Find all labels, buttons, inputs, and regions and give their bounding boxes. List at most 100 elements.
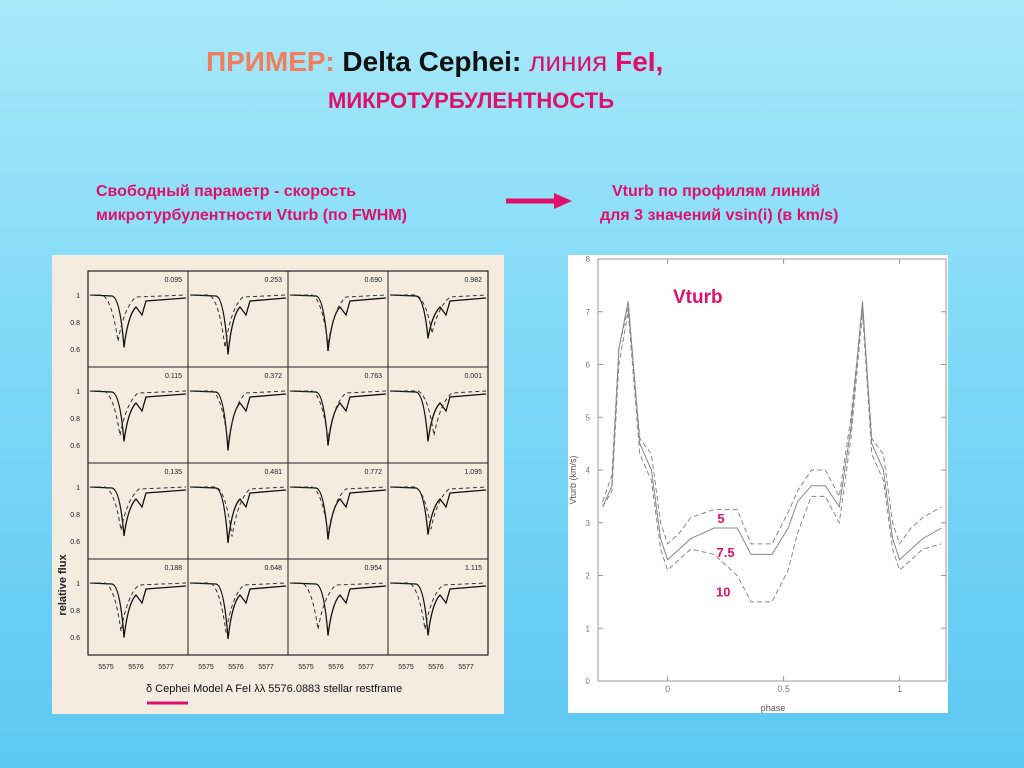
- profile-xtick-label: 5577: [158, 664, 174, 671]
- profile-phase-label: 1.115: [465, 565, 482, 572]
- profile-dashed-line: [90, 390, 187, 436]
- profile-phase-label: 0.001: [464, 373, 482, 380]
- profile-xtick-label: 5576: [128, 664, 144, 671]
- chart-ytick-label: 0: [586, 677, 591, 686]
- chart-ytick-label: 7: [586, 308, 591, 317]
- profiles-caption: δ Cephei Model A FeI λλ 5576.0883 stella…: [146, 683, 402, 695]
- profile-solid-line: [389, 390, 487, 442]
- profile-solid-line: [289, 390, 387, 446]
- profile-xtick-label: 5577: [358, 664, 374, 671]
- profile-phase-label: 0.690: [364, 277, 382, 284]
- profile-ytick-label: 1: [76, 581, 80, 588]
- profile-ytick-label: 0.8: [70, 416, 80, 423]
- profile-dashed-line: [390, 294, 487, 334]
- chart-ytick-label: 1: [586, 624, 591, 633]
- profile-phase-label: 1.095: [464, 469, 482, 476]
- arrow-right-icon: [506, 193, 572, 209]
- profile-ytick-label: 0.6: [70, 347, 80, 354]
- right-description-line2: для 3 значений vsin(i) (в km/s): [600, 207, 839, 224]
- chart-ytick-label: 4: [586, 466, 591, 475]
- chart-title: Vturb: [673, 287, 723, 308]
- profile-dashed-line: [390, 486, 487, 530]
- profile-solid-line: [389, 582, 487, 636]
- profile-xtick-label: 5575: [98, 664, 114, 671]
- profile-ytick-label: 1: [76, 485, 80, 492]
- profile-ytick-label: 0.8: [70, 512, 80, 519]
- series-label: 7.5: [717, 545, 735, 560]
- profile-solid-line: [289, 486, 387, 540]
- series-label: 10: [716, 585, 730, 600]
- profile-solid-line: [389, 486, 487, 535]
- profile-ytick-label: 0.6: [70, 539, 80, 546]
- series-line-7.5: [602, 301, 942, 561]
- profile-dashed-line: [290, 486, 387, 534]
- profile-phase-label: 0.763: [364, 373, 382, 380]
- left-description-line1: Свободный параметр - скорость: [96, 183, 357, 200]
- profile-xtick-label: 5576: [228, 664, 244, 671]
- profile-solid-line: [189, 294, 287, 355]
- chart-xtick-label: 1: [897, 684, 902, 694]
- profile-phase-label: 0.648: [264, 565, 282, 572]
- profile-dashed-line: [390, 582, 487, 630]
- profile-xtick-label: 5576: [428, 664, 444, 671]
- profile-phase-label: 0.954: [364, 565, 382, 572]
- vturb-chart-svg: Vturb phase Vturb (km/s) 0 1 2 3 4 5 6 7 8 0 0.5 1 5…: [568, 255, 947, 713]
- chart-xlabel: phase: [761, 703, 786, 713]
- profile-xtick-label: 5575: [398, 664, 414, 671]
- profile-phase-label: 0.135: [164, 469, 182, 476]
- profile-ytick-label: 0.6: [70, 443, 80, 450]
- title-star: Delta Cephei:: [342, 46, 522, 77]
- left-description: Свободный параметр - скорость микротурбу…: [96, 180, 407, 228]
- profile-solid-line: [389, 294, 487, 339]
- line-profiles-figure: relative flux δ Cephei Model A FeI λλ 55…: [52, 255, 504, 714]
- profile-phase-label: 0.253: [264, 277, 282, 284]
- chart-xtick-label: 0.5: [777, 684, 790, 694]
- chart-xtick-label: 0: [665, 684, 670, 694]
- profile-phase-label: 0.982: [464, 277, 482, 284]
- profile-solid-line: [89, 390, 187, 442]
- title-fei: FeI,: [615, 46, 664, 77]
- profile-ytick-label: 0.6: [70, 635, 80, 642]
- profile-phase-label: 0.095: [164, 277, 182, 284]
- profile-ytick-label: 0.8: [70, 320, 80, 327]
- profile-dashed-line: [90, 582, 187, 632]
- profile-ytick-label: 1: [76, 293, 80, 300]
- profile-solid-line: [189, 486, 287, 544]
- profile-phase-label: 0.481: [264, 469, 282, 476]
- title-line-word: линия: [529, 46, 608, 77]
- chart-ytick-label: 5: [586, 413, 591, 422]
- profile-xtick-label: 5577: [458, 664, 474, 671]
- profile-phase-label: 0.115: [165, 373, 182, 380]
- profile-xtick-label: 5576: [328, 664, 344, 671]
- profile-dashed-line: [290, 294, 387, 345]
- title-example: ПРИМЕР:: [206, 46, 335, 77]
- profile-dashed-line: [190, 390, 287, 444]
- profile-dashed-line: [90, 486, 187, 531]
- chart-frame: [597, 258, 947, 682]
- profile-solid-line: [89, 486, 187, 537]
- chart-ytick-label: 2: [586, 572, 591, 581]
- series-line-10: [602, 311, 942, 603]
- profile-solid-line: [189, 582, 287, 640]
- left-description-line2: микротурбулентности Vturb (по FWHM): [96, 207, 407, 224]
- slide-title: ПРИМЕР: Delta Cephei: линия FeI,: [206, 46, 663, 78]
- profile-solid-line: [289, 294, 387, 352]
- chart-ytick-label: 8: [586, 255, 591, 264]
- line-profiles-svg: relative flux δ Cephei Model A FeI λλ 55…: [57, 270, 489, 705]
- profile-solid-line: [189, 390, 287, 451]
- profile-solid-line: [89, 294, 187, 348]
- profile-dashed-line: [90, 294, 187, 342]
- chart-ylabel: Vturb (km/s): [568, 455, 578, 504]
- right-description-line1: Vturb по профилям линий: [612, 183, 821, 200]
- profile-xtick-label: 5577: [258, 664, 274, 671]
- profile-phase-label: 0.188: [164, 565, 182, 572]
- profile-solid-line: [289, 582, 387, 636]
- chart-ytick-label: 6: [586, 361, 591, 370]
- profile-dashed-line: [390, 390, 487, 436]
- profile-dashed-line: [290, 390, 387, 440]
- profile-dashed-line: [190, 582, 287, 633]
- profile-dashed-line: [190, 294, 287, 348]
- profile-dashed-line: [290, 582, 387, 630]
- profile-phase-label: 0.772: [364, 469, 382, 476]
- right-description: Vturb по профилям линий для 3 значений v…: [600, 180, 839, 228]
